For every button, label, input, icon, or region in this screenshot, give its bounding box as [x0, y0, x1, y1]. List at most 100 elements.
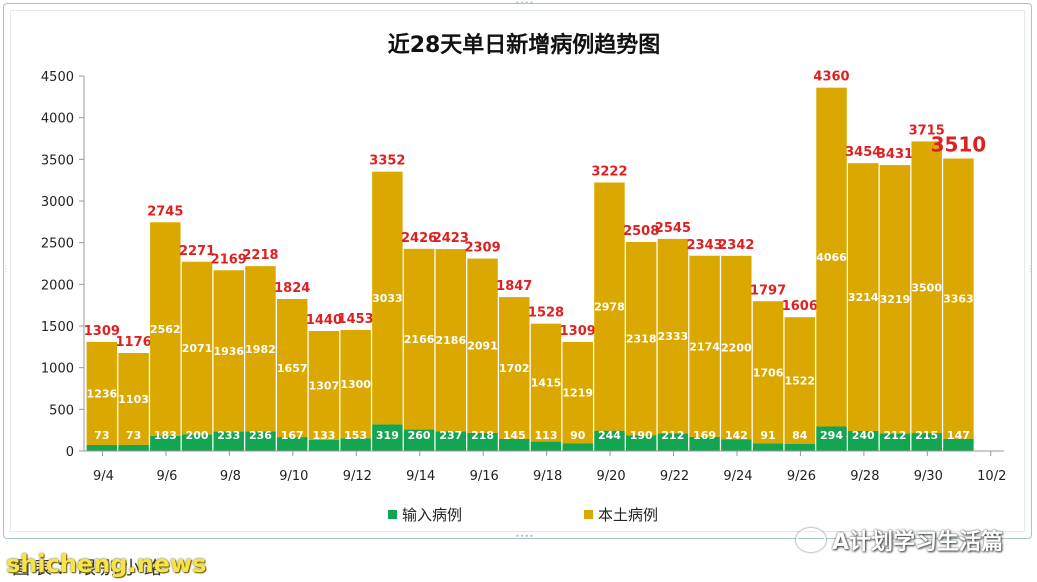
x-axis: 9/4 9/6 9/8 9/10 9/12 9/14 9/16 9/18 9/20 9/22 9/2… [84, 450, 1006, 484]
data-label-imported: 167 [281, 429, 304, 442]
data-label-imported: 145 [503, 429, 526, 442]
bar-imported [213, 431, 244, 451]
data-label-local: 1300 [340, 378, 371, 391]
bar-local [308, 331, 340, 440]
data-label-total: 2342 [718, 238, 754, 253]
data-label-total: 1528 [528, 306, 564, 321]
bar-imported [150, 435, 181, 451]
bar-local [943, 158, 974, 439]
data-label-local: 2166 [404, 333, 435, 346]
bar-local [848, 163, 879, 431]
bar-imported [816, 426, 847, 451]
x-tick-label: 9/24 [723, 469, 752, 484]
bar-imported [340, 438, 371, 451]
bar-imported [435, 431, 467, 451]
bar-imported [752, 443, 784, 451]
data-label-imported: 91 [760, 429, 775, 442]
bar-local [340, 329, 371, 439]
data-label-total: 3510 [931, 133, 987, 157]
data-label-imported: 240 [852, 429, 875, 442]
data-label-total: 2745 [147, 204, 183, 219]
data-label-imported: 169 [693, 429, 716, 442]
data-label-imported: 183 [154, 429, 177, 442]
data-label-total: 2343 [687, 238, 723, 253]
x-tick-label: 9/14 [406, 469, 435, 484]
bar-imported [530, 441, 562, 451]
data-label-total: 1606 [782, 299, 818, 314]
bar-imported [181, 434, 213, 451]
x-tick-label: 9/10 [279, 469, 308, 484]
bar-imported [308, 439, 340, 451]
bar-local [816, 87, 847, 427]
x-tick-label: 9/26 [787, 469, 816, 484]
x-tick-label: 9/30 [914, 469, 943, 484]
data-label-local: 1936 [213, 345, 244, 358]
bar-local [118, 353, 149, 445]
data-label-local: 3219 [880, 293, 911, 306]
data-label-total: 1176 [115, 335, 151, 350]
data-label-local: 4066 [816, 251, 847, 264]
y-tick-label: 4500 [41, 70, 74, 85]
bar-local [657, 238, 689, 434]
bar-imported [721, 439, 752, 451]
y-tick-label: 2500 [41, 237, 74, 252]
bar-local [530, 323, 562, 442]
data-label-local: 1982 [245, 343, 276, 356]
x-tick-label: 9/16 [470, 469, 499, 484]
data-label-total: 1309 [560, 324, 596, 339]
bar-imported [372, 424, 403, 451]
data-label-imported: 153 [344, 429, 367, 442]
bar-local [276, 299, 308, 438]
bars: 73 1236 1309 73 1103 1176 183 2562 2745 200 2071 22… [84, 70, 986, 451]
data-label-imported: 73 [94, 429, 109, 442]
y-axis: 0 500 1000 1500 2000 2500 3000 3500 4000 4500 [41, 70, 85, 460]
x-tick-label: 9/6 [156, 469, 177, 484]
resize-handle-right[interactable]: ⋮ [1026, 264, 1034, 273]
bar-local [213, 270, 244, 432]
data-label-imported: 133 [312, 429, 335, 442]
watermark-brand: shicheng.news [6, 550, 207, 578]
data-label-imported: 244 [598, 429, 621, 442]
data-label-local: 3500 [911, 281, 942, 294]
data-label-local: 2978 [594, 301, 625, 314]
watermark-right: A计划学习生活篇 [795, 524, 1003, 556]
bar-imported [245, 431, 276, 451]
data-label-imported: 90 [570, 429, 586, 442]
data-label-total: 2508 [623, 224, 659, 239]
data-label-imported: 236 [249, 429, 272, 442]
x-tick-label: 9/18 [533, 469, 562, 484]
resize-handle-left[interactable]: ⋮ [2, 264, 10, 273]
bar-local [150, 222, 181, 436]
data-label-total: 1440 [306, 313, 342, 328]
bar-imported [86, 444, 118, 451]
data-label-local: 1657 [277, 362, 308, 375]
data-label-total: 1797 [750, 283, 786, 298]
data-label-imported: 218 [471, 429, 494, 442]
y-tick-label: 3500 [41, 153, 74, 168]
bar-imported [562, 443, 593, 451]
bar-imported [403, 429, 435, 451]
bar-imported [276, 437, 308, 451]
data-label-imported: 215 [915, 429, 938, 442]
data-label-local: 1415 [531, 377, 562, 390]
bar-imported [784, 444, 816, 451]
bar-imported [499, 438, 530, 451]
bar-imported [118, 444, 149, 451]
bar-local [499, 297, 530, 439]
data-label-total: 1824 [274, 281, 310, 296]
data-label-local: 2186 [436, 334, 467, 347]
data-label-imported: 200 [186, 429, 209, 442]
y-tick-label: 4000 [41, 112, 74, 127]
data-label-local: 2562 [150, 323, 181, 336]
data-label-local: 3214 [848, 291, 879, 304]
data-label-local: 1236 [87, 387, 118, 400]
bar-local [625, 242, 657, 436]
legend-swatch [584, 510, 593, 519]
bar-local [245, 266, 276, 432]
data-label-total: 3431 [877, 147, 913, 162]
data-label-local: 2318 [626, 333, 657, 346]
data-label-imported: 212 [661, 429, 684, 442]
y-tick-label: 1500 [41, 320, 74, 335]
data-label-total: 3222 [591, 165, 627, 180]
data-label-local: 1103 [118, 393, 149, 406]
